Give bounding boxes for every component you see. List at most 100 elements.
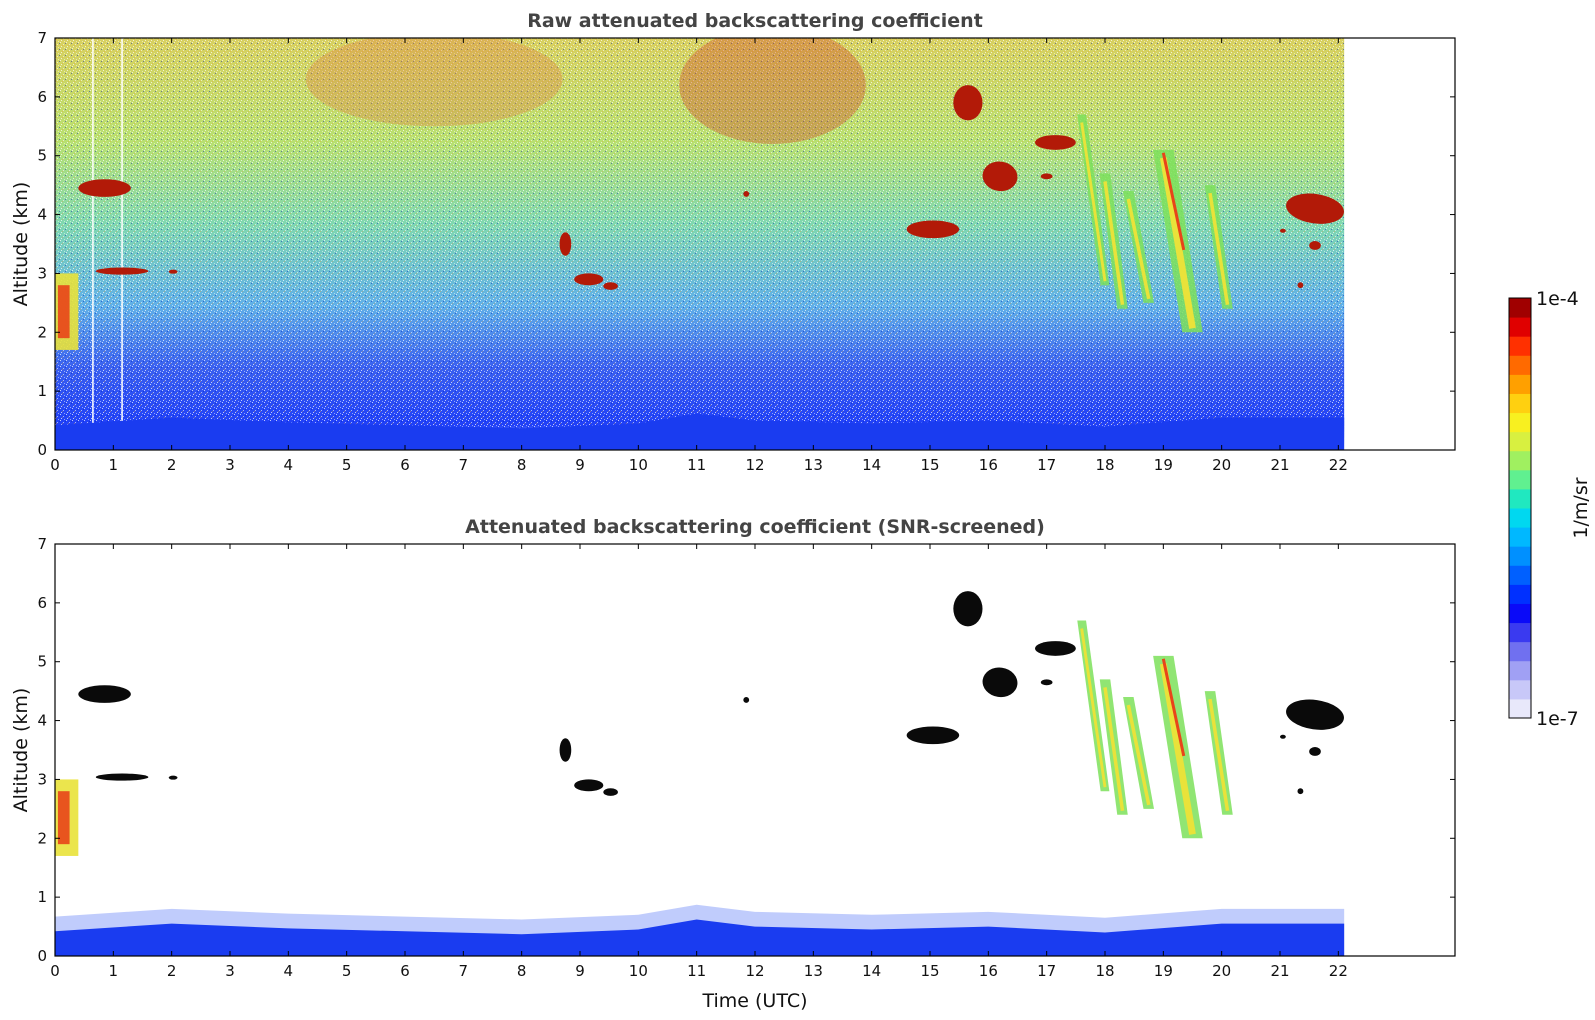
- y-tick-label: 5: [37, 147, 47, 165]
- x-tick-label: 20: [1212, 962, 1231, 980]
- raw-noise-speckle: [55, 38, 1345, 450]
- colorbar-band: [1509, 355, 1531, 375]
- virga-red-core: [1161, 658, 1186, 757]
- x-tick-label: 6: [400, 962, 410, 980]
- x-tick-label: 5: [342, 962, 352, 980]
- colorbar-band: [1509, 336, 1531, 356]
- colorbar-units: 1/m/sr: [1570, 477, 1592, 538]
- colorbar-band: [1509, 431, 1531, 452]
- panel1-y-label: Altitude (km): [10, 182, 32, 307]
- virga-core: [1126, 704, 1151, 806]
- x-tick-label: 11: [687, 456, 706, 474]
- x-tick-label: 9: [575, 456, 585, 474]
- cloud-feature: [953, 85, 983, 121]
- x-tick-label: 17: [1037, 962, 1056, 980]
- panel1-plot-area: [55, 38, 1345, 450]
- colorbar-band: [1509, 298, 1531, 318]
- x-tick-label: 15: [920, 962, 939, 980]
- cloud-feature: [78, 685, 131, 703]
- colorbar-band: [1509, 317, 1531, 337]
- x-tick-label: 2: [167, 456, 177, 474]
- colorbar-band: [1509, 508, 1531, 528]
- x-tick-label: 8: [517, 456, 527, 474]
- cloud-feature: [603, 788, 618, 796]
- colorbar-band: [1509, 450, 1531, 471]
- panel1-x-axis: 0 1 2 3 4 5 6 7 8 9 10 11 12 13 14 15 16 17 18 19 20 21 22: [50, 38, 1348, 474]
- cloud-feature: [1309, 747, 1321, 756]
- virga-core: [1159, 663, 1196, 835]
- low-cloud-core: [57, 285, 70, 339]
- cloud-feature: [95, 267, 149, 275]
- cloud-feature: [906, 220, 960, 239]
- y-tick-label: 3: [37, 264, 47, 282]
- cloud-feature: [743, 191, 750, 197]
- x-tick-label: 1: [109, 962, 119, 980]
- x-tick-label: 2: [167, 962, 177, 980]
- virga-red-core: [1161, 152, 1186, 251]
- x-tick-label: 16: [979, 962, 998, 980]
- raw-warm-patch: [679, 38, 866, 144]
- cloud-feature: [953, 591, 983, 627]
- panel1-title: Raw attenuated backscattering coefficien…: [527, 10, 983, 32]
- x-tick-label: 21: [1270, 456, 1289, 474]
- x-tick-label: 9: [575, 962, 585, 980]
- colorbar-top-label: 1e-4: [1536, 288, 1579, 310]
- x-tick-label: 14: [862, 962, 881, 980]
- y-tick-label: 2: [37, 829, 47, 847]
- colorbar-band: [1509, 488, 1531, 509]
- boundary-layer: [55, 919, 1345, 956]
- cloud-feature: [1035, 135, 1076, 150]
- y-tick-label: 2: [37, 323, 47, 341]
- cloud-feature: [574, 273, 604, 286]
- x-tick-label: 3: [225, 962, 235, 980]
- cloud-feature: [1040, 679, 1053, 686]
- x-tick-label: 10: [629, 962, 648, 980]
- x-tick-label: 12: [745, 962, 764, 980]
- x-tick-label: 22: [1329, 456, 1348, 474]
- y-tick-label: 3: [37, 770, 47, 788]
- raw-warm-patch: [305, 38, 563, 127]
- cloud-feature: [168, 269, 178, 274]
- colorbar-band: [1509, 374, 1531, 394]
- colorbar-frame: [1508, 297, 1532, 719]
- x-tick-label: 13: [804, 456, 823, 474]
- cloud-feature: [1286, 193, 1344, 224]
- cloud-feature: [982, 667, 1018, 698]
- panel2-y-axis: 0 1 2 3 4 5 6 7: [37, 535, 1455, 965]
- virga-core: [1103, 181, 1125, 305]
- boundary-layer: [55, 413, 1345, 450]
- panel2-frame: [54, 543, 1456, 957]
- colorbar-band: [1509, 660, 1531, 681]
- cloud-feature: [559, 232, 572, 256]
- x-tick-label: 4: [284, 456, 294, 474]
- x-tick-label: 12: [745, 456, 764, 474]
- virga-core: [1208, 192, 1230, 306]
- virga-core: [1159, 157, 1196, 329]
- cloud-feature: [1280, 734, 1286, 739]
- virga-core: [1208, 698, 1230, 812]
- cloud-feature: [1040, 173, 1053, 180]
- colorbar-band: [1509, 565, 1531, 585]
- colorbar-bands: [1509, 298, 1531, 719]
- y-tick-label: 6: [37, 88, 47, 106]
- cloud-feature: [906, 726, 960, 745]
- cloud-feature: [1297, 282, 1304, 289]
- x-tick-label: 18: [1095, 456, 1114, 474]
- panel-screened: Attenuated backscattering coefficient (S…: [10, 516, 1456, 1012]
- colorbar-band: [1509, 622, 1531, 643]
- y-tick-label: 7: [37, 29, 47, 47]
- x-tick-label: 5: [342, 456, 352, 474]
- cloud-feature: [1035, 641, 1076, 656]
- x-tick-label: 17: [1037, 456, 1056, 474]
- cloud-feature: [743, 697, 750, 703]
- cloud-feature: [1297, 788, 1304, 795]
- y-tick-label: 6: [37, 594, 47, 612]
- cloud-feature: [95, 773, 149, 781]
- x-tick-label: 18: [1095, 962, 1114, 980]
- panel2-plot-area: [55, 591, 1345, 956]
- virga-core: [1103, 687, 1125, 811]
- y-tick-label: 0: [37, 441, 47, 459]
- colorbar-band: [1509, 584, 1531, 604]
- y-tick-label: 7: [37, 535, 47, 553]
- x-tick-label: 15: [920, 456, 939, 474]
